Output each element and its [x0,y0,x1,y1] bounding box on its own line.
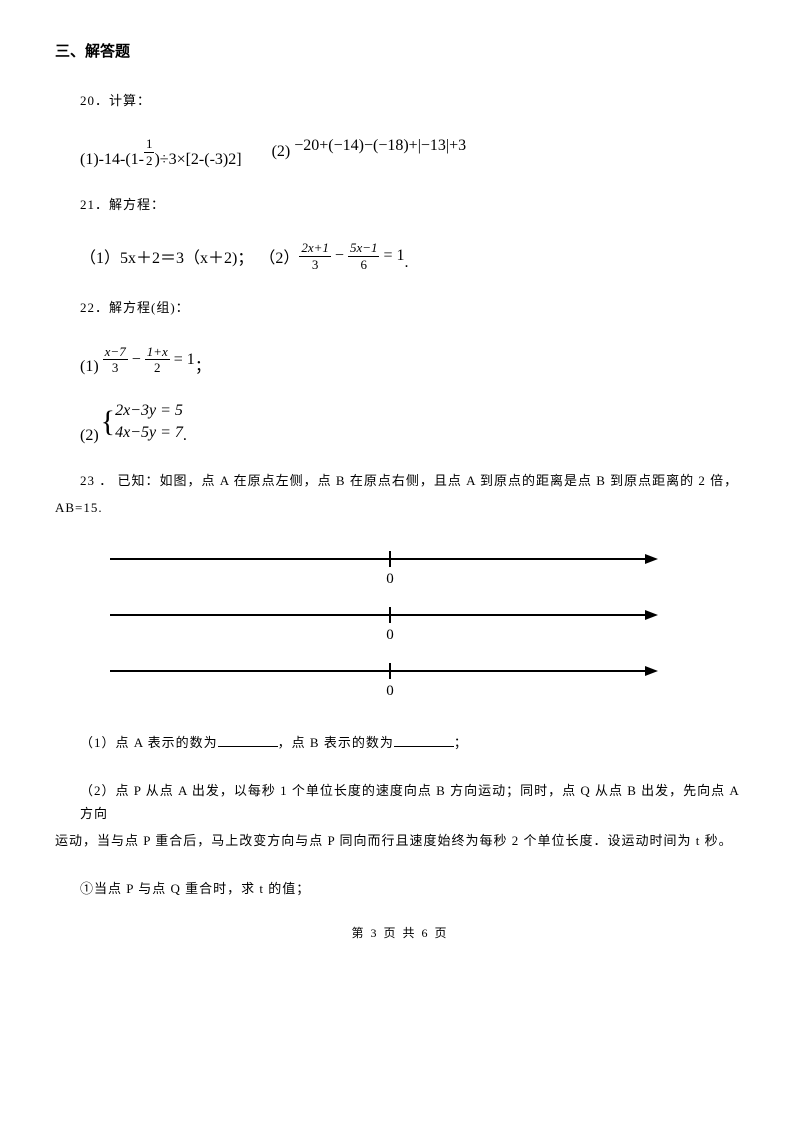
q23-sub1-a: （1）点 A 表示的数为 [80,735,218,750]
frac-den: 2 [144,153,155,169]
q20-p2-expr: −20+(−14)−(−18)+|−13|+3 [294,137,466,155]
brace-icon: { [101,407,115,437]
q20-label: 20．计算： [55,89,745,112]
zero-label: 0 [386,627,394,643]
frac-num: 5x−1 [348,240,380,257]
frac-den: 3 [299,257,331,273]
minus-sign: − [335,247,344,265]
q22-frac1: x−7 3 [103,344,128,376]
q22-p1: (1) x−7 3 − 1+x 2 = 1 ； [55,344,745,376]
q21-frac1: 2x+1 3 [299,240,331,272]
semicolon: ； [195,352,211,376]
period: . [183,427,187,445]
q23-line2: AB=15. [55,496,745,519]
frac-den: 6 [348,257,380,273]
q23-sub2b: 运动，当与点 P 重合后，马上改变方向与点 P 同向而行且速度始终为每秒 2 个… [55,829,745,852]
number-line-3: 0 [100,655,660,701]
q23-line1: 23 ． 已知：如图，点 A 在原点左侧，点 B 在原点右侧，且点 A 到原点的… [55,469,745,492]
q21-frac2: 5x−1 6 [348,240,380,272]
q20-p1-prefix: (1)-14-(1- [80,151,144,169]
section-title: 三、解答题 [55,40,745,61]
q23-sub1-end: ； [454,735,468,750]
eq-one: = 1 [174,351,195,369]
zero-label: 0 [386,683,394,699]
frac-num: 2x+1 [299,240,331,257]
frac-num: 1 [144,136,155,153]
q22-label: 22．解方程(组)： [55,296,745,319]
frac-num: x−7 [103,344,128,361]
q20-p2-label: (2) [272,143,291,161]
q21-p1: （1）5x＋2＝3（x＋2)； [80,244,253,268]
q22-eq2: 4x−5y = 7 [115,422,183,444]
q22-eq1: 2x−3y = 5 [115,400,183,422]
q20-p1-frac: 1 2 [144,136,155,168]
q22-frac2: 1+x 2 [145,344,170,376]
q21-p2-label: （2） [259,244,299,268]
number-line-1: 0 [100,543,660,589]
frac-den: 2 [145,360,170,376]
q23-sub1: （1）点 A 表示的数为 ，点 B 表示的数为 ； [55,731,745,754]
q21-label: 21．解方程： [55,193,745,216]
minus-sign: − [132,351,141,369]
q22-p2: (2) { 2x−3y = 5 4x−5y = 7 . [55,400,745,445]
page-footer: 第 3 页 共 6 页 [55,924,745,941]
q23-sub3: ①当点 P 与点 Q 重合时，求 t 的值； [55,877,745,900]
q22-p2-label: (2) [80,427,99,445]
frac-den: 3 [103,360,128,376]
frac-num: 1+x [145,344,170,361]
period: . [405,254,409,272]
q23-sub2a: （2）点 P 从点 A 出发，以每秒 1 个单位长度的速度向点 B 方向运动；同… [55,779,745,826]
number-line-2: 0 [100,599,660,645]
q21-expressions: （1）5x＋2＝3（x＋2)； （2） 2x+1 3 − 5x−1 6 = 1 … [55,240,745,272]
q22-p1-label: (1) [80,358,99,376]
blank-field[interactable] [218,733,278,747]
zero-label: 0 [386,571,394,587]
number-line-diagram: 0 0 0 [55,543,745,701]
q20-expressions: (1)-14-(1- 1 2 )÷3×[2-(-3)2] (2) −20+(−1… [55,136,745,168]
blank-field[interactable] [394,733,454,747]
q20-p1-suffix: )÷3×[2-(-3)2] [154,151,241,169]
q23-sub1-mid: ，点 B 表示的数为 [278,735,394,750]
eq-one: = 1 [383,247,404,265]
